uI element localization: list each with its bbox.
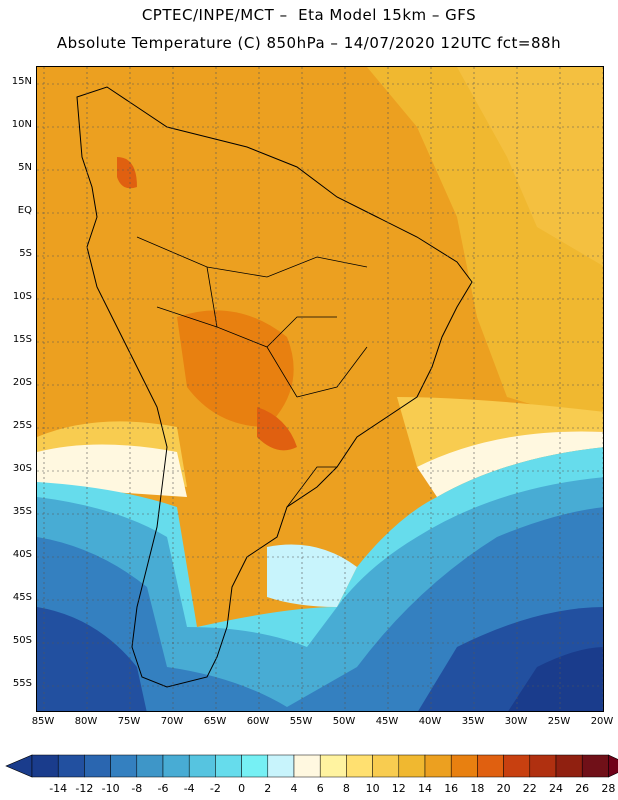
color-scale-bar xyxy=(5,754,618,778)
map-title-line2: Absolute Temperature (C) 850hPa – 14/07/… xyxy=(56,34,562,52)
latitude-label: 5S xyxy=(19,248,32,259)
colorbar-segment xyxy=(503,754,531,778)
colorbar-label: 6 xyxy=(316,782,324,795)
south-america-outline xyxy=(76,86,473,688)
colorbar-segment xyxy=(319,754,347,778)
warm-field-ne2 xyxy=(457,67,603,266)
colorbar-label: 14 xyxy=(418,782,432,795)
colorbar-segment xyxy=(84,754,111,778)
latitude-label: 30S xyxy=(12,463,32,474)
colorbar-label: 20 xyxy=(496,782,511,795)
colorbar-segment xyxy=(215,754,242,778)
colorbar-segment xyxy=(110,754,138,778)
longitude-label: 60W xyxy=(246,716,270,727)
yellow-band-e xyxy=(397,397,603,467)
latitude-label: 15N xyxy=(11,76,32,87)
colorbar-segment xyxy=(188,754,216,778)
colorbar-segment xyxy=(293,754,321,778)
colorbar-label: 12 xyxy=(391,782,406,795)
colorbar-label: -10 xyxy=(101,782,120,795)
colorbar-label: 26 xyxy=(575,782,590,795)
colorbar-label: -8 xyxy=(131,782,143,795)
longitude-label: 35W xyxy=(461,716,485,727)
cyan-tongue xyxy=(267,544,357,607)
colorbar-segment xyxy=(581,754,609,778)
hot-core-north xyxy=(117,157,137,189)
hot-core-central xyxy=(177,310,294,427)
map-title-line1: CPTEC/INPE/MCT – Eta Model 15km – GFS xyxy=(141,6,477,24)
cold-field-w xyxy=(37,607,147,711)
longitude-label: 50W xyxy=(332,716,356,727)
colorbar-segment xyxy=(267,754,295,778)
colorbar-label: -4 xyxy=(183,782,195,795)
colorbar-label: 16 xyxy=(444,782,459,795)
colorbar-label: -6 xyxy=(157,782,169,795)
colorbar-label: 22 xyxy=(522,782,537,795)
latitude-label: 35S xyxy=(12,506,32,517)
latitude-label: 20S xyxy=(12,377,32,388)
colorbar-segment xyxy=(424,754,452,778)
latitude-label: EQ xyxy=(17,205,32,216)
longitude-label: 70W xyxy=(160,716,184,727)
colorbar-label: -14 xyxy=(49,782,68,795)
latitude-label: 40S xyxy=(12,549,32,560)
cream-band-e xyxy=(417,431,603,497)
hot-core-chaco xyxy=(257,407,297,451)
colorbar-label: 28 xyxy=(601,782,616,795)
longitude-label: 85W xyxy=(31,716,55,727)
latitude-label: 45S xyxy=(12,592,32,603)
colorbar-label: 4 xyxy=(290,782,298,795)
map-canvas xyxy=(37,67,603,711)
longitude-label: 80W xyxy=(74,716,98,727)
colorbar-segment xyxy=(162,754,190,778)
colorbar-label: 8 xyxy=(342,782,350,795)
longitude-label: 25W xyxy=(547,716,571,727)
longitude-label: 75W xyxy=(117,716,141,727)
colorbar-left-arrow xyxy=(5,754,33,778)
latitude-label: 25S xyxy=(12,420,32,431)
latitude-label: 50S xyxy=(12,635,32,646)
colorbar-label: 18 xyxy=(470,782,485,795)
colorbar-segment xyxy=(477,754,504,778)
colorbar-label: -2 xyxy=(209,782,221,795)
colorbar-label: 10 xyxy=(365,782,380,795)
temperature-map xyxy=(36,66,604,712)
longitude-label: 65W xyxy=(203,716,227,727)
colorbar-segment xyxy=(450,754,478,778)
colorbar-segment xyxy=(241,754,269,778)
colorbar-segment xyxy=(136,754,164,778)
coldest-field-e xyxy=(508,647,603,711)
latitude-label: 55S xyxy=(12,678,32,689)
colorbar-segment xyxy=(529,754,557,778)
longitude-label: 45W xyxy=(375,716,399,727)
longitude-label: 55W xyxy=(289,716,313,727)
country-borders xyxy=(136,236,368,508)
longitude-label: 20W xyxy=(590,716,614,727)
colorbar-segment xyxy=(346,754,373,778)
colorbar-label: 0 xyxy=(238,782,246,795)
colorbar-segment xyxy=(57,754,85,778)
longitude-label: 40W xyxy=(418,716,442,727)
colorbar-label: 2 xyxy=(264,782,272,795)
colorbar-segment xyxy=(398,754,426,778)
latitude-label: 15S xyxy=(12,334,32,345)
longitude-label: 30W xyxy=(504,716,528,727)
latitude-label: 10N xyxy=(11,119,32,130)
colorbar-segment xyxy=(372,754,400,778)
colorbar-segment xyxy=(555,754,583,778)
colorbar-segment xyxy=(31,754,59,778)
colorbar-label: -12 xyxy=(75,782,94,795)
colorbar-label: 24 xyxy=(549,782,563,795)
latitude-label: 5N xyxy=(18,162,32,173)
latitude-label: 10S xyxy=(12,291,32,302)
colorbar-right-arrow xyxy=(608,754,618,778)
